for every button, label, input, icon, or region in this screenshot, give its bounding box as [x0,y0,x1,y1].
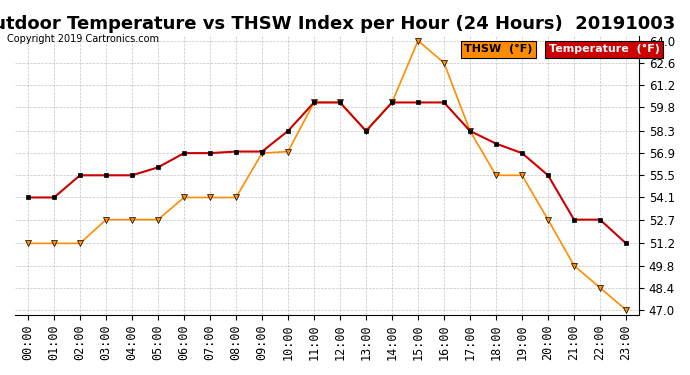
Title: Outdoor Temperature vs THSW Index per Hour (24 Hours)  20191003: Outdoor Temperature vs THSW Index per Ho… [0,15,676,33]
Text: THSW  (°F): THSW (°F) [464,44,533,54]
Text: Copyright 2019 Cartronics.com: Copyright 2019 Cartronics.com [7,34,159,44]
Text: Temperature  (°F): Temperature (°F) [549,44,660,54]
